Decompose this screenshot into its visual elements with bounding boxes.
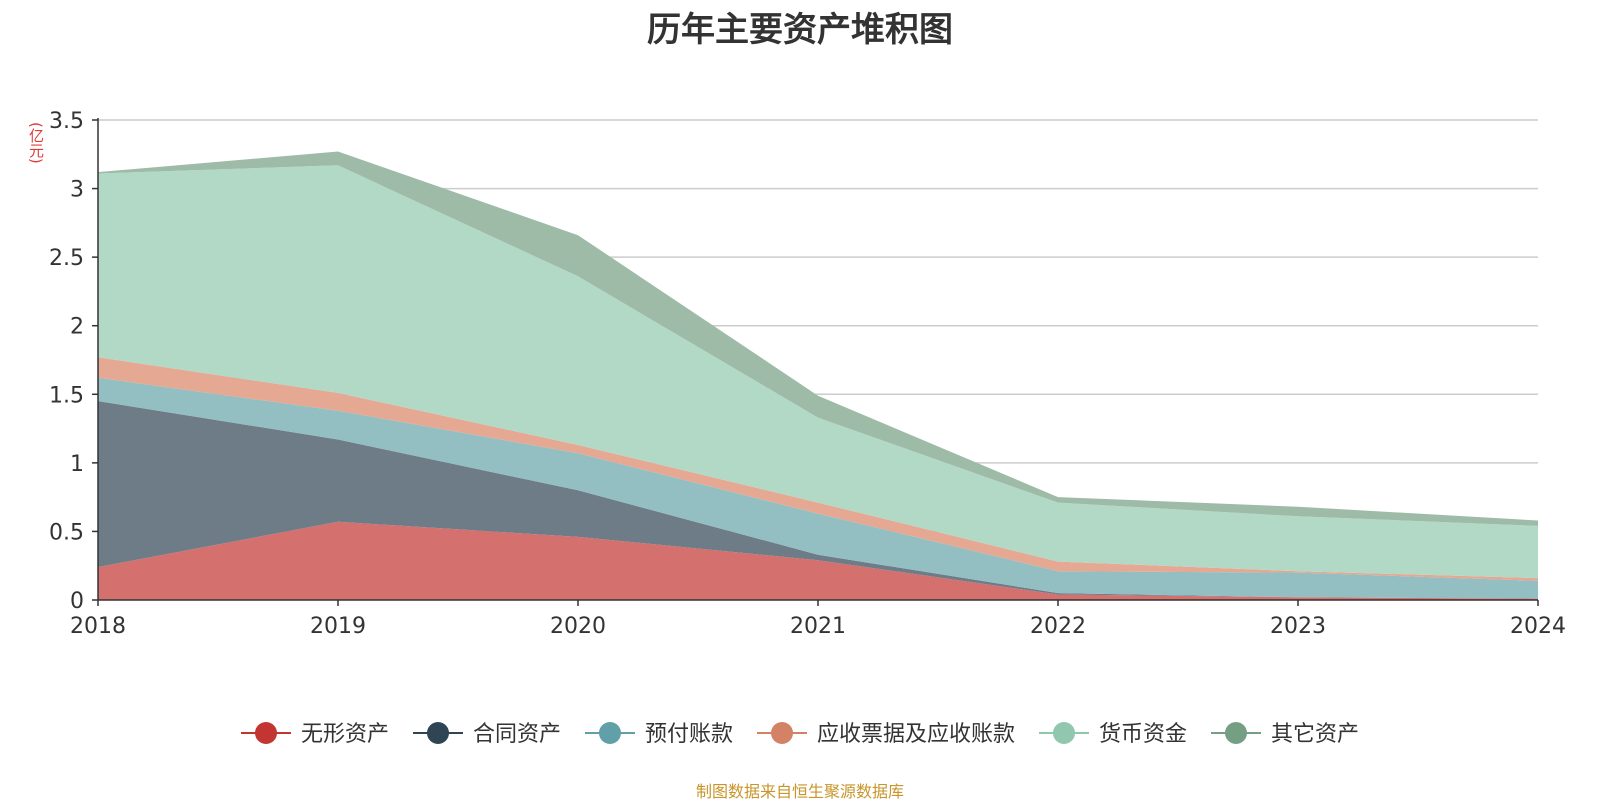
legend-label: 货币资金 (1099, 722, 1187, 747)
legend-marker (771, 722, 793, 744)
legend-marker (427, 722, 449, 744)
x-tick-label: 2024 (1510, 614, 1566, 639)
y-tick-label: 1 (70, 452, 84, 477)
y-tick-label: 0.5 (49, 520, 84, 545)
y-tick-label: 1.5 (49, 383, 84, 408)
legend-label: 合同资产 (473, 722, 561, 747)
x-tick-label: 2019 (310, 614, 366, 639)
legend-label: 预付账款 (645, 722, 733, 747)
x-tick-label: 2023 (1270, 614, 1326, 639)
y-tick-label: 3.5 (49, 109, 84, 134)
area-layers (98, 151, 1538, 600)
legend: 无形资产 合同资产 预付账款 应收票据及应收账款 货币资金 其它资产 (241, 722, 1359, 747)
y-tick-label: 0 (70, 589, 84, 614)
area-无形资产 (98, 521, 1538, 600)
legend-marker (1053, 722, 1075, 744)
area-预付账款 (98, 377, 1538, 599)
legend-marker (599, 722, 621, 744)
area-货币资金 (98, 165, 1538, 579)
legend-item: 预付账款 (585, 722, 733, 747)
y-tick-label: 2.5 (49, 246, 84, 271)
legend-item: 合同资产 (413, 722, 561, 747)
y-axis-unit: (亿元) (27, 122, 45, 164)
area-应收票据及应收账款 (98, 357, 1538, 581)
data-source-note: 制图数据来自恒生聚源数据库 (695, 782, 904, 801)
legend-item: 无形资产 (241, 722, 389, 747)
area-合同资产 (98, 401, 1538, 599)
legend-marker (255, 722, 277, 744)
x-tick-label: 2021 (790, 614, 846, 639)
legend-label: 应收票据及应收账款 (817, 722, 1015, 747)
y-tick-label: 3 (70, 178, 84, 203)
legend-item: 其它资产 (1211, 722, 1359, 747)
legend-label: 无形资产 (301, 722, 389, 747)
y-tick-label: 2 (70, 315, 84, 340)
x-tick-label: 2018 (70, 614, 126, 639)
chart-title: 历年主要资产堆积图 (647, 10, 953, 50)
legend-item: 货币资金 (1039, 722, 1187, 747)
legend-label: 其它资产 (1271, 722, 1359, 747)
x-tick-label: 2022 (1030, 614, 1086, 639)
legend-marker (1225, 722, 1247, 744)
x-tick-label: 2020 (550, 614, 606, 639)
legend-item: 应收票据及应收账款 (757, 722, 1015, 747)
